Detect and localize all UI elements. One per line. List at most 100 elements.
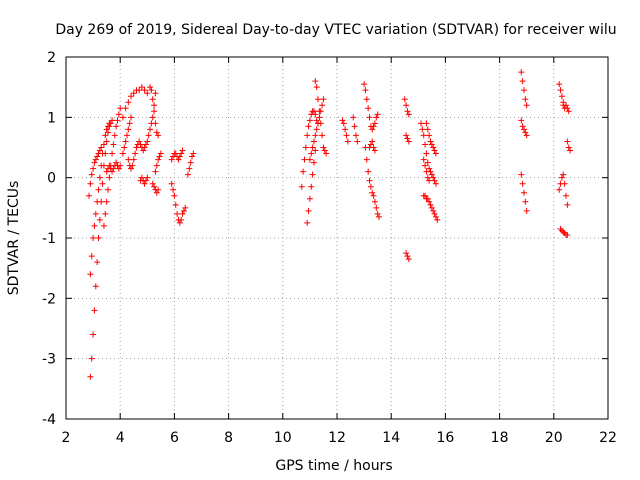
data-point [423, 120, 430, 127]
data-point [565, 108, 572, 115]
data-point [121, 144, 128, 151]
data-point [319, 102, 326, 109]
data-point [558, 93, 565, 100]
x-tick-label: 16 [436, 430, 454, 446]
data-point [142, 177, 149, 184]
data-point [374, 210, 381, 217]
data-point [125, 99, 132, 106]
data-point [91, 159, 98, 166]
data-point [144, 90, 151, 97]
data-point [100, 141, 107, 148]
data-point [316, 114, 323, 121]
data-point [315, 96, 322, 103]
data-point [301, 156, 308, 163]
data-point [95, 235, 102, 241]
data-point [426, 198, 433, 205]
data-point [403, 102, 410, 109]
data-point [117, 162, 124, 169]
data-point [320, 144, 327, 151]
data-point [155, 132, 162, 139]
data-point [305, 207, 312, 214]
data-point [431, 177, 438, 184]
grid-lines [66, 57, 608, 419]
data-point [179, 147, 186, 154]
data-point [119, 114, 126, 121]
data-point [110, 165, 117, 172]
data-point [564, 201, 571, 208]
data-point [310, 108, 317, 115]
x-tick-label: 12 [328, 430, 346, 446]
data-point [523, 102, 530, 109]
data-point [87, 271, 94, 278]
data-point [141, 144, 148, 151]
data-point [90, 235, 97, 241]
data-point [189, 153, 196, 160]
data-point [313, 126, 320, 133]
data-point [123, 132, 130, 139]
data-point [184, 171, 191, 178]
data-point [109, 150, 116, 157]
data-point [129, 162, 136, 169]
data-point [308, 183, 315, 190]
data-point [148, 87, 155, 94]
y-tick-label: -4 [42, 412, 56, 428]
data-point [352, 132, 359, 139]
data-point [144, 174, 151, 181]
data-point [365, 168, 372, 175]
data-point [130, 156, 137, 163]
data-point [422, 192, 429, 199]
data-point [565, 144, 572, 151]
data-point [140, 147, 147, 154]
data-point [106, 162, 113, 169]
data-point [518, 171, 525, 178]
data-point [317, 120, 324, 127]
data-point [182, 204, 189, 211]
data-point [520, 126, 527, 133]
y-tick-label: 1 [47, 110, 56, 126]
data-point [339, 117, 346, 124]
data-point [312, 147, 319, 154]
data-point [312, 132, 319, 139]
data-point [171, 192, 178, 199]
data-point [172, 201, 179, 208]
data-point [519, 78, 526, 85]
data-point [100, 222, 107, 229]
data-point [373, 114, 380, 121]
data-point [117, 105, 124, 112]
data-point [366, 177, 373, 184]
data-point [564, 105, 571, 112]
data-point [320, 96, 327, 103]
data-point [122, 105, 129, 112]
data-point [424, 126, 431, 133]
data-point [175, 156, 182, 163]
data-point [88, 355, 95, 362]
data-point [126, 120, 133, 127]
data-point [310, 138, 317, 145]
data-point [354, 138, 361, 145]
data-point [426, 165, 433, 172]
data-point [308, 150, 315, 157]
data-point [369, 126, 376, 133]
data-point [155, 186, 162, 193]
data-point [115, 111, 122, 118]
data-point [151, 102, 158, 109]
data-point [87, 373, 94, 380]
y-tick-label: -3 [42, 352, 56, 368]
x-tick-label: 18 [491, 430, 509, 446]
data-point [300, 168, 307, 175]
data-point [366, 114, 373, 121]
data-point [132, 150, 139, 157]
data-point [371, 147, 378, 154]
chart-title: Day 269 of 2019, Sidereal Day-to-day VTE… [55, 22, 616, 38]
data-point [176, 219, 183, 226]
data-point [427, 201, 434, 208]
data-point [560, 171, 567, 178]
data-point [109, 168, 116, 175]
data-point [106, 120, 113, 127]
data-point [147, 126, 154, 133]
data-point [312, 111, 319, 118]
data-point [88, 253, 95, 260]
data-point [102, 210, 109, 217]
data-point [122, 138, 129, 145]
data-point [423, 168, 430, 175]
